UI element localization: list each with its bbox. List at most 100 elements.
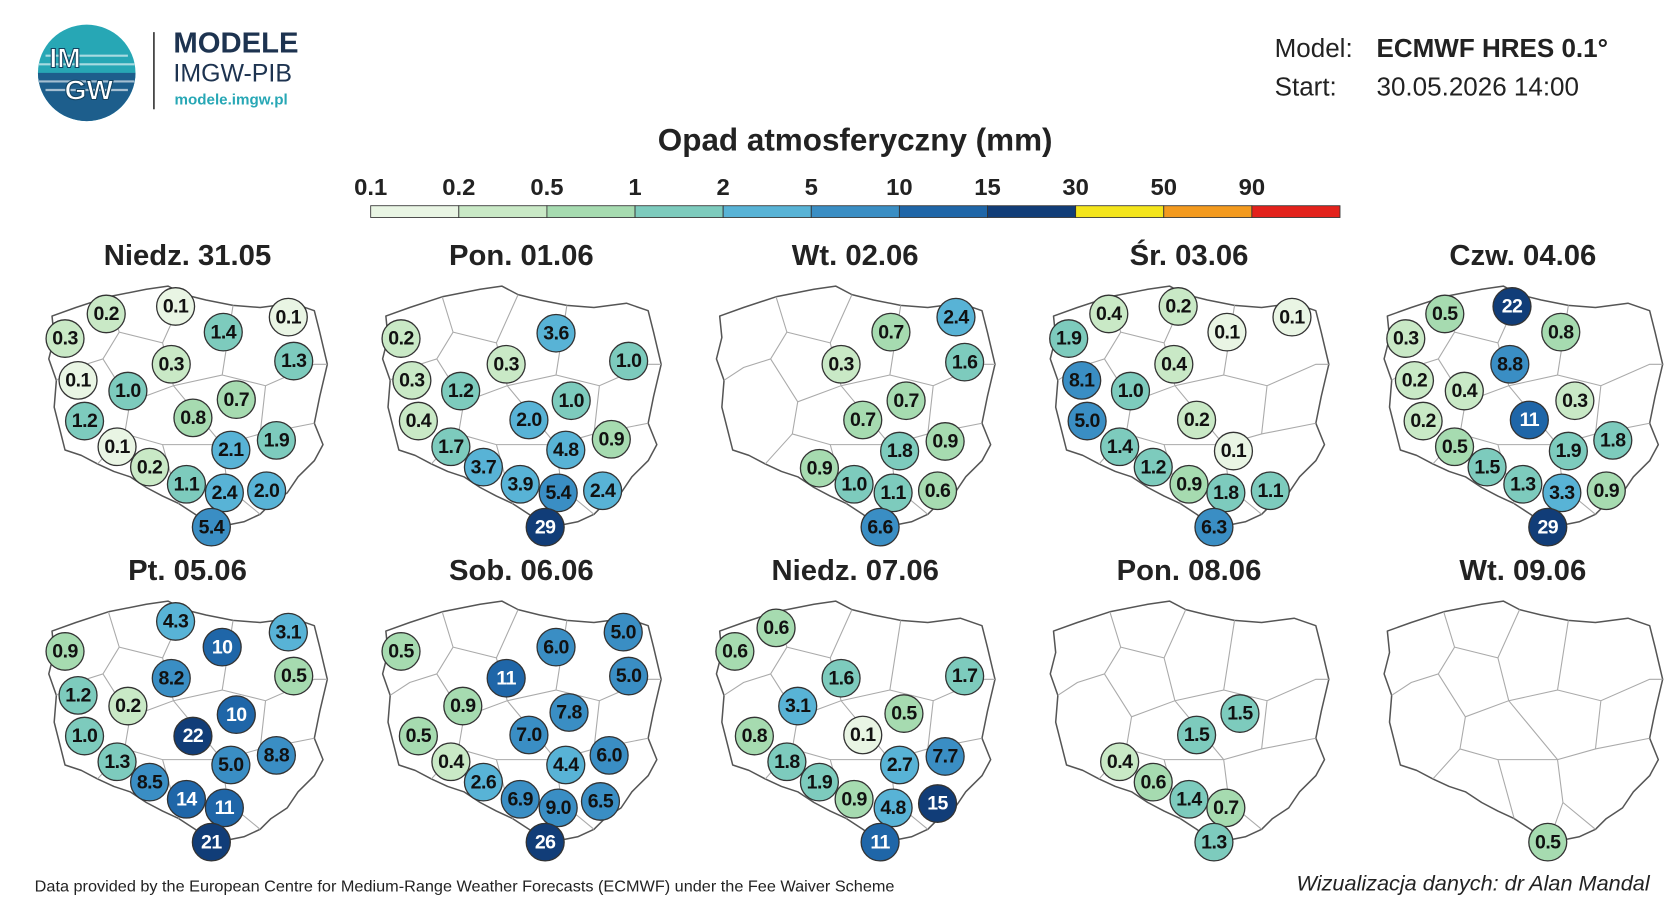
precip-value: 1.4 [211,321,237,343]
precip-value: 0.1 [65,370,91,392]
legend-tick: 1 [628,175,641,201]
precip-value: 4.4 [553,754,579,776]
precip-marker [525,822,565,862]
author: Wizualizacja danych: dr Alan Mandal [1297,871,1651,896]
precip-value: 0.4 [1161,354,1187,376]
precip-marker [1394,360,1435,400]
day-title: Czw. 04.06 [1449,240,1596,272]
precip-marker [1133,762,1173,802]
precip-value: 0.2 [93,303,118,325]
precip-value: 6.6 [867,516,893,538]
precip-marker [1213,431,1254,471]
legend-swatch [1163,205,1253,218]
precip-value: 2.0 [254,480,279,502]
precip-value: 0.4 [1096,303,1122,325]
precip-value: 1.1 [1258,480,1284,502]
precip-value: 0.8 [742,725,768,747]
precip-marker [1049,319,1089,358]
precip-value: 0.9 [1594,480,1620,502]
precip-marker [274,656,314,696]
precip-marker [1067,401,1107,441]
precip-value: 0.9 [450,695,476,717]
precip-marker [1062,360,1102,400]
precip-value: 0.7 [1213,797,1238,819]
precip-value: 1.1 [174,474,200,496]
legend-title: Opad atmosferyczny (mm) [658,123,1053,158]
precip-marker [58,360,98,400]
precip-value: 0.4 [1452,380,1478,402]
legend-swatch [1251,205,1341,218]
precip-value: 0.1 [104,436,130,458]
day-title: Niedz. 07.06 [771,555,938,587]
precip-marker [549,693,589,732]
precip-marker [536,627,576,667]
precip-marker [843,400,883,440]
precip-value: 4.8 [880,797,906,819]
precip-marker [1194,822,1234,862]
precip-value: 0.3 [1562,390,1588,412]
precip-value: 1.3 [281,350,307,372]
precip-value: 0.7 [850,409,875,431]
start: 30.05.2026 14:00 [1377,74,1579,102]
precip-marker [1503,464,1543,504]
day-title: Pt. 05.06 [128,555,247,587]
precip-marker [917,784,958,823]
precip-marker [204,473,244,513]
day-panel: Wt. 02.06 2.4 0.7 1.6 0.3 0.7 0.7 1.8 0.9 0.9 1.0 1… [715,240,996,547]
precip-marker [1528,507,1568,547]
precip-value: 1.6 [952,351,978,373]
precip-value: 0.5 [281,665,307,687]
precip-value: 1.5 [1474,456,1500,478]
day-panel: Pt. 05.06 4.3 10 3.1 0.9 8.2 0.5 1.2 0.2 10 22 1.0 5… [45,555,329,862]
precip-marker [1467,447,1507,487]
precip-marker [203,312,243,352]
precip-marker [441,371,481,411]
precip-marker [546,430,586,470]
precip-marker [443,686,483,726]
day-panel: Sob. 06.06 0.5 6.0 5.0 11 5.0 0.9 7.8 0.5 7.0 0.4 4… [381,555,662,862]
precip-value: 2.4 [943,306,969,328]
precip-value: 1.2 [72,410,97,432]
precip-marker [97,427,137,467]
precip-value: 5.4 [199,516,225,538]
precip-value: 1.6 [828,667,854,689]
precip-value: 1.3 [104,751,130,773]
precip-value: 0.8 [180,407,206,429]
precip-marker [500,779,540,819]
precip-value: 5.0 [610,621,635,643]
precip-marker [216,695,256,735]
precip-marker [1444,371,1484,411]
logo-lower [37,72,136,122]
precip-value: 0.7 [893,390,918,412]
precip-marker [879,431,920,471]
precip-marker [1207,312,1247,352]
precip-marker [398,716,438,756]
precip-value: 0.1 [276,306,302,328]
precip-marker [799,762,840,802]
legend-swatch [1075,205,1165,218]
precip-marker [97,742,137,782]
legend-tick: 0.5 [530,175,563,201]
precip-marker [211,745,251,785]
precip-value: 1.7 [952,665,977,687]
day-title: Wt. 02.06 [792,240,919,272]
precip-marker [1555,381,1595,421]
precip-marker [821,344,861,384]
day-panel: Śr. 03.06 0.4 0.2 0.1 1.9 0.1 0.4 8.1 1.0 0.2 5.0 1… [1049,238,1330,547]
logo-text: GW [65,75,114,106]
legend-tick: 5 [805,175,818,201]
legend-tick: 10 [886,175,913,201]
precip-value: 3.3 [1549,482,1575,504]
precip-marker [860,507,900,547]
precip-value: 0.3 [159,354,185,376]
precip-marker [536,313,576,353]
precip-marker [108,686,148,726]
precip-value: 6.0 [543,636,568,658]
precip-value: 15 [927,793,948,815]
precip-marker [1434,427,1475,467]
precip-value: 0.4 [438,751,464,773]
precip-value: 26 [535,831,556,853]
precip-value: 22 [1502,296,1523,318]
precip-value: 21 [201,831,222,853]
precip-marker [463,762,504,802]
